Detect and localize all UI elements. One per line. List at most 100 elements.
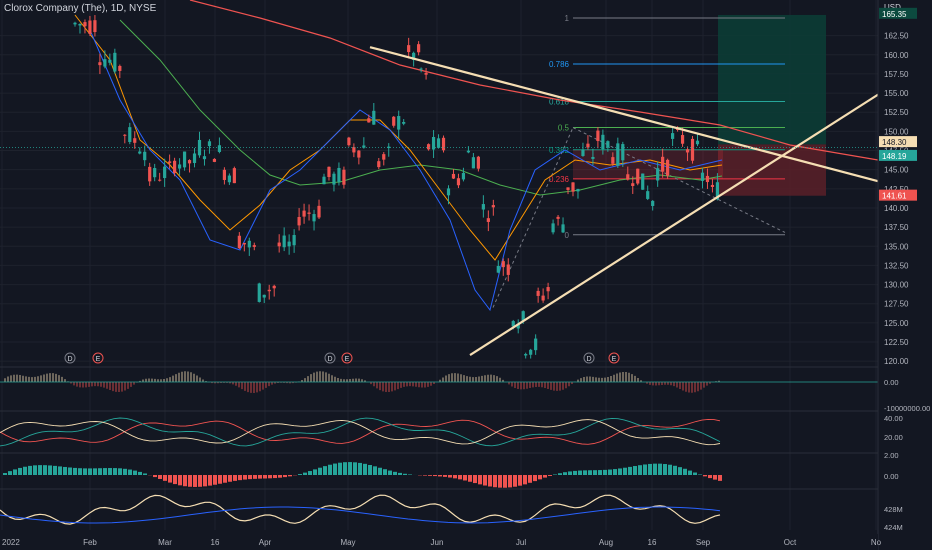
candle-body (496, 265, 500, 273)
candle-body (402, 122, 406, 124)
candle-body (596, 130, 600, 142)
price-tick: 160.00 (884, 51, 909, 60)
pane3-bar (108, 468, 112, 475)
price-tick: 142.50 (884, 185, 909, 194)
support-trendline (469, 93, 879, 356)
pane3-bar (448, 475, 452, 478)
price-tick: 155.00 (884, 89, 909, 98)
candle-body (277, 242, 281, 247)
candle-body (621, 144, 625, 161)
fib-level-label: 0.5 (558, 124, 570, 133)
pane3-bar (78, 468, 82, 475)
pane3-bar (83, 468, 87, 475)
candle-body (417, 44, 421, 53)
candle-body (616, 143, 620, 166)
candle-body (407, 45, 411, 53)
price-tick: 150.00 (884, 127, 909, 136)
fibonacci-retracement[interactable]: 1 0.786 0.618 0.5 0.382 0.236 0 (492, 14, 786, 308)
candle-body (426, 144, 431, 150)
candle-body (158, 179, 162, 181)
pane3-bar (463, 475, 467, 481)
pane3-bar (278, 475, 282, 478)
candle-body (232, 168, 236, 184)
candle-body (646, 191, 650, 199)
candle-body (661, 156, 665, 172)
pane3-bar (518, 475, 522, 486)
pane3-bar (693, 472, 697, 475)
candle-body (88, 20, 92, 34)
candle-body (187, 160, 192, 164)
fib-diagonal (492, 127, 574, 308)
candle-body (302, 210, 306, 217)
candles (73, 15, 720, 359)
pane3-bar (228, 475, 232, 482)
candle-body (680, 135, 685, 144)
candle-body (601, 134, 605, 150)
earnings-marker (608, 352, 620, 364)
pane3-bar (208, 475, 212, 486)
pane3-bar (318, 467, 322, 475)
pane3-bar (288, 475, 292, 477)
candle-body (202, 156, 207, 160)
candle-body (133, 138, 137, 143)
pane3-bar (383, 469, 387, 475)
pane3-bar (173, 475, 177, 485)
pane3-bar (298, 474, 302, 475)
fib-level-label: 0.236 (549, 175, 570, 184)
time-axis[interactable]: 2022 Feb Mar 16 Apr May Jun Jul Aug 16 Sep Oct No (0, 534, 882, 550)
price-axis[interactable]: 120.00 122.50 125.00 127.50 130.00 132.50 135.… (877, 0, 932, 550)
candle-body (93, 20, 97, 33)
pane3-bar (128, 469, 132, 475)
pane3-bar (563, 472, 567, 475)
candle-body (317, 205, 321, 218)
pane3-bar (618, 468, 622, 475)
candle-body (307, 212, 311, 214)
time-tick: Oct (784, 538, 797, 547)
pane3-bar (513, 475, 517, 487)
event-marker-label: E (345, 356, 350, 363)
candle-body (357, 150, 361, 158)
pane3-bar (143, 473, 147, 475)
pane3-bar (368, 464, 372, 475)
position-zones (718, 14, 826, 196)
candle-body (282, 235, 286, 248)
candle-body (521, 311, 525, 321)
candle-body (143, 151, 147, 161)
pane3-bar (558, 473, 562, 475)
pane3-bar (508, 475, 512, 488)
pane3-bar (493, 475, 497, 488)
pane3-bar (423, 475, 427, 476)
candle-body (362, 145, 366, 148)
candle-body (287, 241, 291, 247)
pane3-bar (498, 475, 502, 488)
candle-body (252, 245, 256, 247)
pane3-bar (353, 462, 357, 475)
candle-body (267, 289, 271, 292)
trend-lines[interactable] (0, 46, 879, 356)
pane3-bar (333, 463, 337, 475)
fib-level-label: 0.618 (549, 98, 570, 107)
candle-body (511, 321, 515, 327)
pane-tick: 428M (884, 505, 903, 514)
candle-body (367, 118, 371, 123)
dividend-marker (324, 352, 336, 364)
candle-body (128, 127, 132, 142)
earnings-marker (341, 352, 353, 364)
event-marker-label: D (67, 356, 72, 363)
ma-200 (189, 0, 879, 161)
candle-body (207, 141, 212, 147)
price-tick: 127.50 (884, 300, 909, 309)
pane4-line (0, 494, 721, 525)
candle-body (586, 143, 590, 148)
price-tag (879, 149, 917, 161)
time-tick: Mar (158, 538, 172, 547)
fib-level-label: 0.786 (549, 60, 570, 69)
candle-body (641, 173, 645, 190)
candle-body (177, 164, 182, 169)
candle-body (516, 323, 520, 329)
time-tick: No (871, 538, 882, 547)
candle-body (327, 166, 331, 178)
time-tick: Jul (516, 538, 526, 547)
